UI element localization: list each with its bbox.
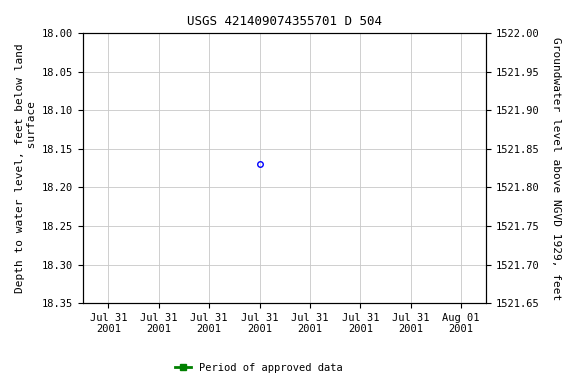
Y-axis label: Depth to water level, feet below land
             surface: Depth to water level, feet below land su… [15,43,37,293]
Y-axis label: Groundwater level above NGVD 1929, feet: Groundwater level above NGVD 1929, feet [551,36,561,300]
Legend: Period of approved data: Period of approved data [171,359,347,377]
Title: USGS 421409074355701 D 504: USGS 421409074355701 D 504 [187,15,382,28]
